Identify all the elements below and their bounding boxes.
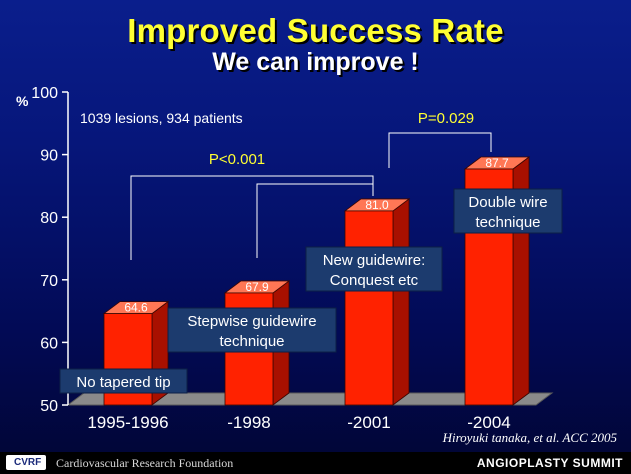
annotation-1995-1996: No tapered tip (59, 368, 188, 394)
p-value-brackets: P<0.001 P=0.029 (130, 110, 492, 260)
category-label-1995-1996: 1995-1996 (87, 413, 168, 432)
annotation-text--2004: Double wire technique (468, 194, 547, 231)
bar-1995-1996: 64.6 1995-1996 (87, 301, 170, 432)
bar-annotations: No tapered tip Stepwise guidewire techniqu… (59, 188, 563, 394)
annotation-text--1998: Stepwise guidewire technique (187, 313, 316, 350)
annotation-line: Conquest etc (330, 272, 419, 289)
annotation-text-1995-1996: No tapered tip (76, 374, 170, 391)
bar--2001: 81.0 -2001 (343, 198, 411, 432)
annotation-box--2001 (305, 246, 443, 292)
annotation-box--2004 (453, 188, 563, 234)
y-axis: 50 60 70 80 90 100 (31, 85, 69, 415)
value-label--2004: 87.7 (485, 156, 509, 170)
annotation--2001: New guidewire: Conquest etc (305, 246, 443, 292)
value-label-1995-1996: 64.6 (124, 301, 148, 315)
annotation-line: technique (219, 333, 284, 350)
annotation--2004: Double wire technique (453, 188, 563, 234)
footer-bar (0, 452, 631, 474)
annotation-line: Double wire (468, 194, 547, 211)
cvrf-logo (6, 455, 46, 470)
annotation-line: Stepwise guidewire (187, 313, 316, 330)
bar-front--2001 (344, 210, 394, 406)
value-label--1998: 67.9 (245, 280, 269, 294)
slide-subtitle: We can improve ! (212, 48, 419, 76)
y-tick-label-90: 90 (40, 148, 58, 165)
y-tick-label-70: 70 (40, 273, 58, 290)
category-label--2001: -2001 (347, 413, 390, 432)
p-value-label-2: P=0.029 (418, 110, 474, 127)
annotation-line: New guidewire: (323, 252, 426, 269)
y-tick-label-80: 80 (40, 210, 58, 227)
bracket-p029 (388, 132, 492, 168)
annotation-box--1998 (167, 307, 337, 353)
y-tick-label-100: 100 (31, 85, 58, 102)
y-tick-label-50: 50 (40, 398, 58, 415)
value-label--2001: 81.0 (365, 198, 389, 212)
bar-side--2001 (392, 198, 410, 406)
citation: Hiroyuki tanaka, et al. ACC 2005 (442, 430, 617, 445)
annotation-box-1995-1996 (59, 368, 188, 394)
y-tick-label-60: 60 (40, 335, 58, 352)
bar--1998: 67.9 -1998 (223, 280, 291, 432)
p-value-label-1: P<0.001 (209, 151, 265, 168)
y-axis-label: % (16, 93, 29, 109)
footer-organization: Cardiovascular Research Foundation (56, 456, 234, 470)
sample-size-note: 1039 lesions, 934 patients (80, 110, 243, 126)
footer-event: ANGIOPLASTY SUMMIT (476, 456, 623, 470)
category-label--1998: -1998 (227, 413, 270, 432)
annotation--1998: Stepwise guidewire technique (167, 307, 337, 353)
cvrf-logo-text: CVRF (14, 457, 42, 468)
annotation-text--2001: New guidewire: Conquest etc (323, 252, 426, 289)
bracket-p001-inner (256, 183, 373, 258)
slide-title: Improved Success Rate (127, 12, 504, 49)
category-label--2004: -2004 (467, 413, 510, 432)
bracket-p001-outer (130, 175, 374, 260)
annotation-line: No tapered tip (76, 374, 170, 391)
annotation-line: technique (475, 214, 540, 231)
